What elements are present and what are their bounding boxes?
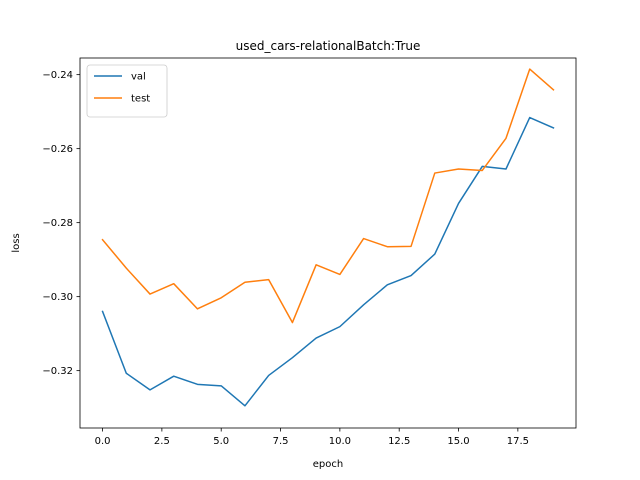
legend-label-test: test [131,94,150,105]
x-tick-label: 7.5 [273,436,289,447]
series-layer [101,68,555,407]
x-tick-label: 5.0 [213,436,229,447]
y-tick-label: −0.30 [42,292,73,303]
y-tick-label: −0.32 [42,366,73,377]
legend-label-val: val [131,72,146,83]
y-tick-label: −0.26 [42,144,73,155]
legend-box [86,64,168,118]
y-tick-label: −0.28 [42,218,73,229]
x-tick-label: 0.0 [95,436,111,447]
chart-title: used_cars-relationalBatch:True [236,39,421,53]
x-tick-label: 17.5 [507,436,529,447]
x-tick-label: 15.0 [447,436,469,447]
y-axis-label: loss [11,233,22,252]
plot-frame [79,57,577,429]
x-tick-label: 12.5 [388,436,410,447]
x-axis-ticks: 0.0 2.5 5.0 7.5 10.0 12.5 15.0 17.5 [95,428,529,447]
series-line-test [101,68,555,324]
series-line-val [101,116,555,407]
x-axis-label: epoch [313,459,343,470]
y-tick-label: −0.24 [42,70,73,81]
x-tick-label: 10.0 [329,436,351,447]
legend: val test [86,64,168,118]
y-axis-ticks: −0.32 −0.30 −0.28 −0.26 −0.24 [42,70,80,377]
x-tick-label: 2.5 [154,436,170,447]
